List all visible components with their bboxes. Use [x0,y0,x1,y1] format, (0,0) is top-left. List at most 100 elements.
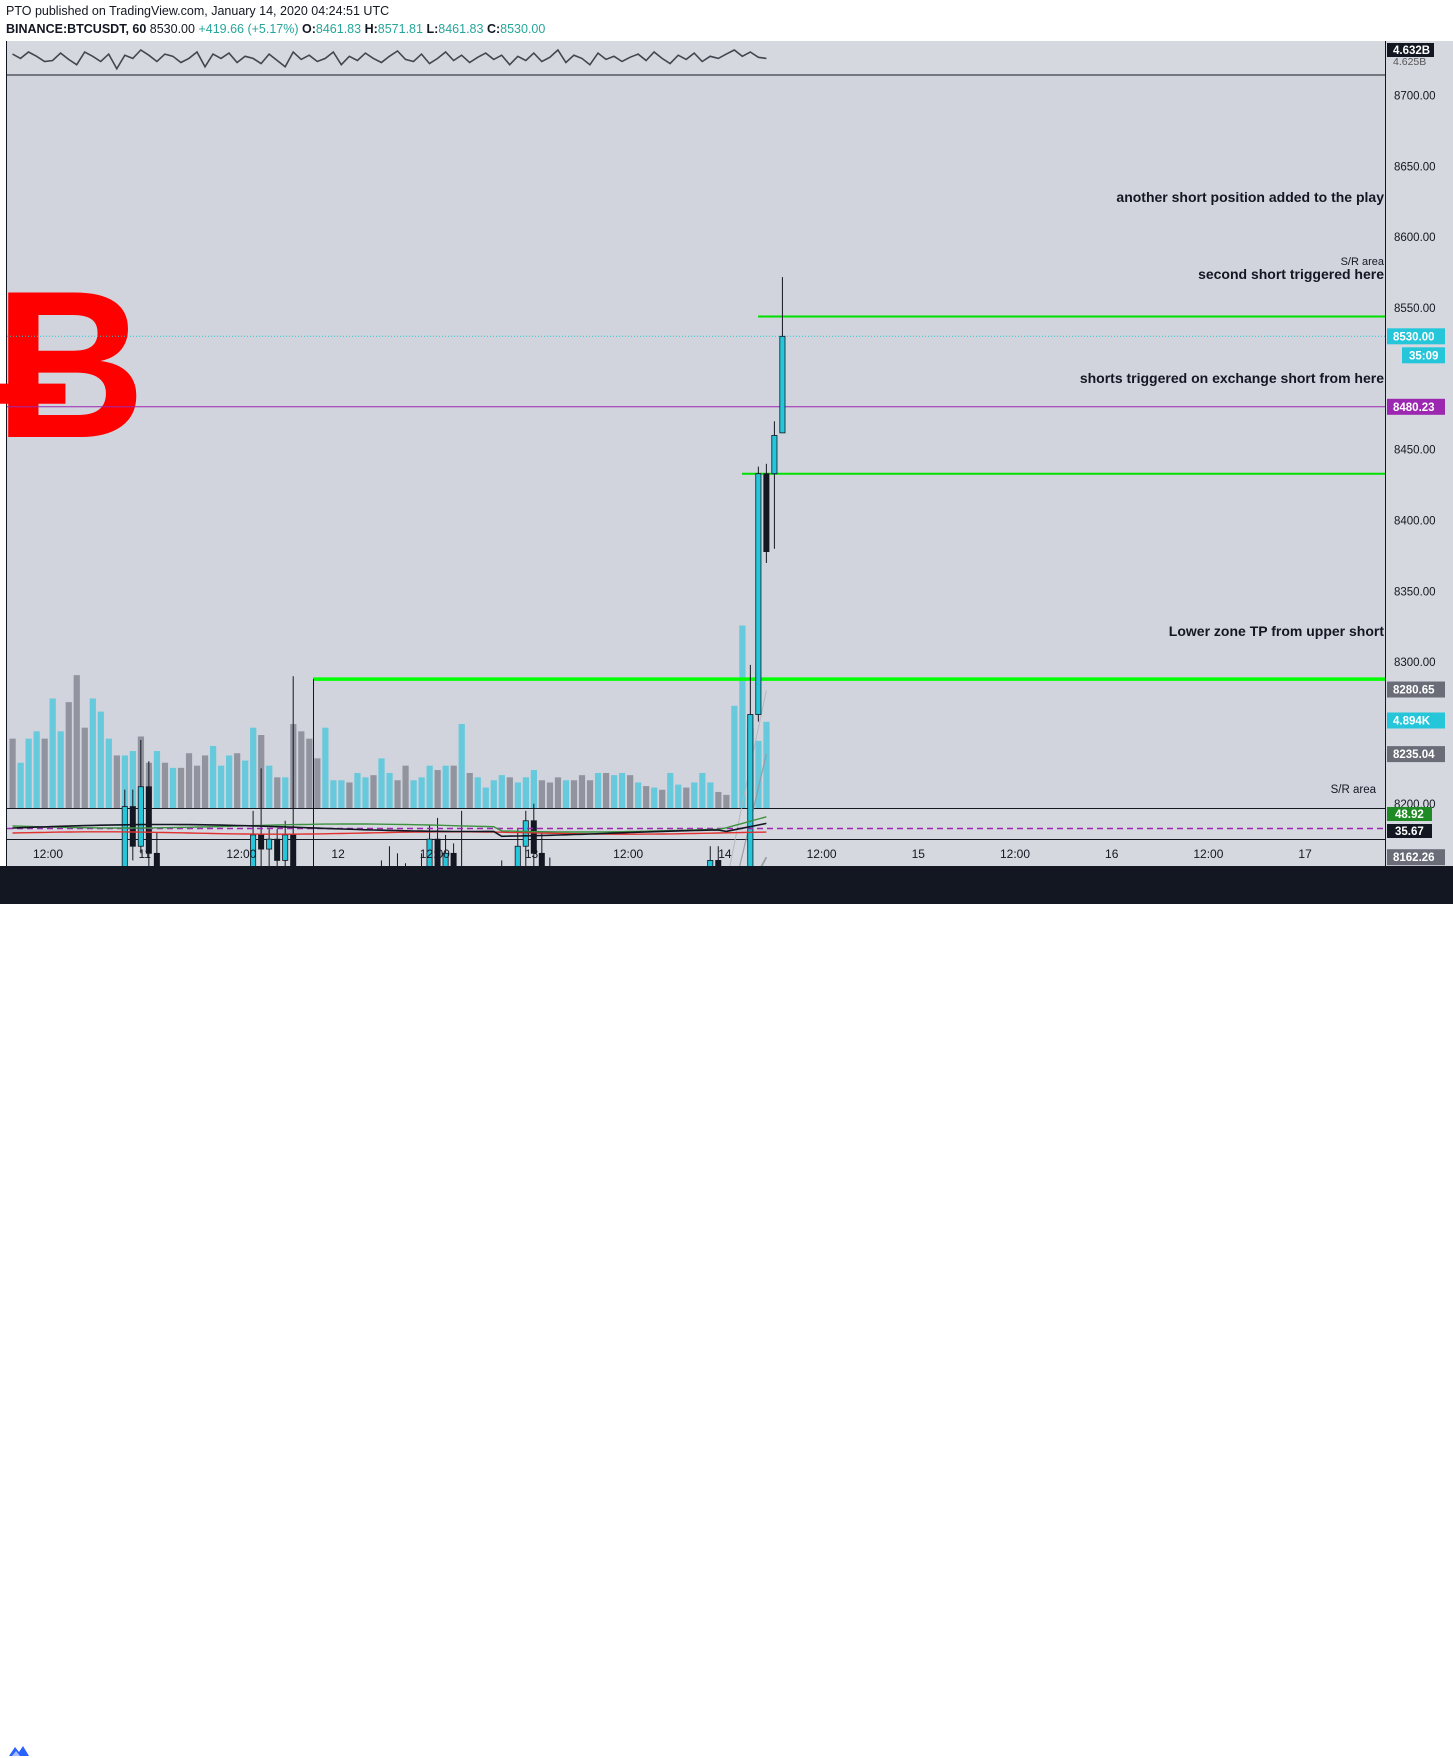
volume-bar [234,753,241,808]
price-axis-label: 8650.00 [1394,161,1436,173]
annotation-text: S/R area [1331,784,1377,796]
volume-bar [562,780,570,808]
candle-up [514,845,521,866]
price-axis-label: 8300.00 [1394,657,1436,669]
volume-bar [386,772,393,808]
volume-bar [346,782,353,808]
volume-bar [73,675,80,808]
indicator-value-tag [1387,807,1432,821]
volume-bar [266,765,273,808]
volume-bar [659,789,666,808]
volume-bar [201,755,209,808]
volume-bar [715,791,722,808]
volume-bar [25,738,32,808]
volume-bar [274,777,281,808]
volume-bar [546,782,554,808]
price-tag [1387,398,1445,415]
time-axis-label: 15 [912,847,926,861]
volume-bar [298,731,305,808]
change-value: +419.66 (+5.17%) [198,22,299,36]
indicator-value-tag [1387,43,1434,57]
volume-bar [514,782,521,808]
volume-bar [474,777,481,808]
tradingview-brand[interactable]: TradingView [33,1743,105,1758]
volume-bar [394,780,401,808]
volume-bar [466,772,473,808]
volume-bar [667,772,674,808]
candle-up [426,838,433,866]
time-axis-label: 14 [718,847,732,861]
volume-bar [586,780,594,808]
volume-bar [635,782,642,808]
volume-bar [538,780,546,808]
volume-bar [65,702,72,808]
candle-down [715,860,722,866]
time-axis-label: 12:00 [807,847,837,861]
candle-up [779,335,786,434]
volume-bar [402,765,409,808]
price-tag [1387,681,1445,698]
low-value: 8461.83 [438,22,484,36]
volume-bar [498,775,505,808]
close-label: C: [486,22,501,36]
volume-bar [218,765,225,808]
volume-bar [306,738,313,808]
price-tag-label: 8530.00 [1393,331,1435,343]
candle-up [755,473,762,715]
time-axis-label: 12 [331,847,345,861]
indicator-value-label: 35.67 [1395,826,1424,838]
price-axis-label: 8450.00 [1394,445,1436,457]
price-tag-label: 8480.23 [1393,402,1435,414]
volume-bar [578,775,586,808]
time-axis [7,839,1385,866]
price-axis-label: 8550.00 [1394,303,1436,315]
volume-bar [731,705,738,808]
volume-bar [33,731,40,808]
candle-up [266,838,273,850]
candle-up [442,852,449,866]
bottom-indicator-pane [7,809,1385,839]
annotation-text: S/R area [1341,256,1385,268]
candle-down [290,834,297,866]
bitcoin-logo-icon: Ƀ [0,247,146,482]
volume-bar [177,767,185,808]
candle-up [522,820,529,847]
symbol-ohlc-legend: BINANCE:BTCUSDT, 60 8530.00 +419.66 (+5.… [6,22,545,36]
time-axis-label: 12:00 [226,847,256,861]
chart-background [7,41,1385,816]
symbol-interval[interactable]: BINANCE:BTCUSDT, 60 [6,22,147,36]
volume-bar [378,758,385,808]
volume-bar [161,762,169,808]
volume-bar [97,711,104,808]
volume-bar [105,738,112,808]
indicator-value-label: 4.632B [1393,45,1430,57]
volume-bar [627,775,634,808]
price-axis-label: 8350.00 [1394,586,1436,598]
volume-bar [522,777,529,808]
volume-bar [89,698,96,808]
top-indicator-pane [7,41,1385,75]
candle-up [137,786,144,847]
tradingview-logo-icon [9,1746,29,1756]
time-axis-label: 16 [1105,847,1119,861]
price-tag-label: 35:09 [1409,350,1438,362]
volume-bar [354,772,361,808]
volume-bar [129,751,136,808]
volume-bar [121,755,128,808]
annotation-text: shorts triggered on exchange short from … [1080,370,1384,386]
volume-bar [458,724,465,808]
price-axis-label: 8400.00 [1394,515,1436,527]
volume-bar [530,770,537,808]
candle-down [763,473,770,553]
publish-info: PTO published on TradingView.com, Januar… [6,4,390,18]
chart-header: PTO published on TradingView.com, Januar… [0,0,1453,41]
bottom-indicator-black [12,822,767,838]
volume-bar [226,755,233,808]
candle-down [530,820,537,854]
time-axis-label: 12:00 [613,847,643,861]
volume-bar [153,751,161,808]
candle-down [450,852,457,866]
time-axis-label: 12:00 [1193,847,1223,861]
price-tag [1387,328,1445,345]
